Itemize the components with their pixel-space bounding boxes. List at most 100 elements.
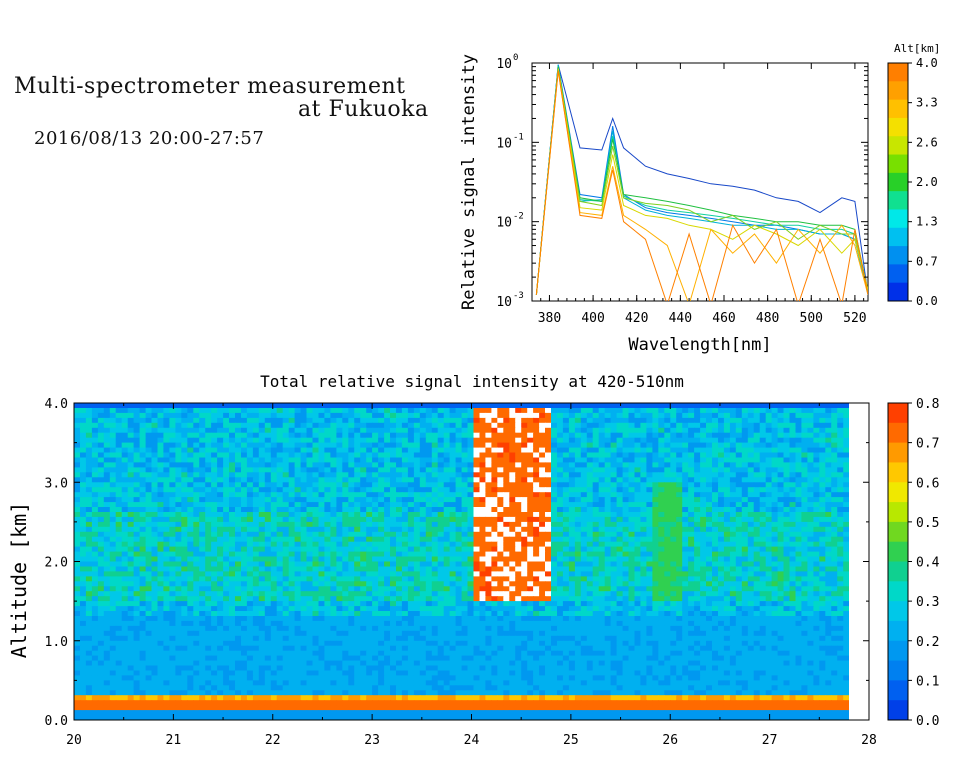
heatmap-cell: [503, 531, 510, 538]
heatmap-cell: [658, 546, 665, 553]
heatmap-cell: [515, 541, 522, 548]
heatmap-cell: [169, 507, 176, 513]
heatmap-cell: [360, 566, 367, 573]
heatmap-cell: [718, 482, 725, 488]
heatmap-cell: [491, 526, 498, 533]
heatmap-cell: [819, 541, 826, 548]
heatmap-cell: [568, 566, 576, 573]
heatmap-cell: [270, 403, 278, 409]
heatmap-cell: [300, 457, 308, 464]
heatmap-cell: [700, 482, 707, 488]
heatmap-cell: [694, 462, 701, 468]
heatmap-cell: [628, 447, 636, 454]
heatmap-cell: [342, 561, 349, 568]
heatmap-cell: [103, 521, 111, 528]
heatmap-cell: [449, 467, 457, 473]
heatmap-cell: [688, 432, 695, 439]
heatmap-cell: [324, 521, 331, 528]
heatmap-cell: [455, 566, 463, 573]
heatmap-cell: [193, 462, 200, 468]
heatmap-cell: [318, 497, 326, 503]
heatmap-cell: [586, 492, 594, 498]
heatmap-cell: [562, 457, 570, 464]
heatmap-cell: [515, 447, 522, 454]
heatmap-cell: [634, 422, 642, 429]
heatmap-cell: [229, 516, 236, 523]
heatmap-cell: [771, 457, 779, 464]
heatmap-cell: [312, 512, 320, 518]
heatmap-cell: [574, 492, 582, 498]
heatmap-cell: [521, 437, 528, 444]
heatmap-cell: [658, 512, 665, 518]
heatmap-cell: [640, 502, 647, 508]
heatmap-cell: [312, 408, 320, 414]
heatmap-cell: [401, 437, 409, 444]
heatmap-cell: [187, 581, 194, 587]
heatmap-cell: [700, 437, 707, 444]
heatmap-cell: [658, 477, 665, 483]
heatmap-cell: [461, 437, 469, 444]
heatmap-cell: [485, 526, 492, 533]
heatmap-cell: [562, 427, 570, 434]
altitude-colorbar-label: 1.3: [916, 215, 938, 229]
heatmap-cell: [366, 452, 373, 459]
heatmap-cell: [413, 512, 421, 518]
heatmap-cell: [431, 432, 439, 439]
heatmap-cell: [461, 546, 469, 553]
heatmap-cell: [324, 462, 331, 468]
heatmap-cell: [211, 512, 218, 518]
heatmap-cell: [193, 477, 200, 483]
heatmap-cell: [97, 566, 105, 573]
heatmap-cell: [294, 447, 302, 454]
altitude-colorbar-label: 2.0: [916, 175, 938, 189]
heatmap-cell: [682, 462, 689, 468]
heatmap-cell: [741, 502, 749, 508]
heatmap-cell: [413, 412, 421, 419]
heatmap-cell: [181, 482, 188, 488]
heatmap-cell: [139, 502, 147, 508]
heatmap-cell: [461, 442, 469, 449]
heatmap-cell: [282, 462, 290, 468]
heatmap-cell: [258, 546, 266, 553]
heatmap-cell: [109, 541, 117, 548]
heatmap-cell: [551, 487, 558, 493]
heatmap-cell: [288, 482, 296, 488]
heatmap-cell: [437, 516, 445, 523]
heatmap-cell: [366, 561, 373, 568]
heatmap-cell: [551, 556, 558, 563]
heatmap-cell: [306, 412, 314, 419]
heatmap-cell: [282, 561, 290, 568]
heatmap-cell: [634, 452, 642, 459]
heatmap-cell: [211, 576, 218, 582]
heatmap-cell: [276, 462, 284, 468]
heatmap-cell: [670, 581, 677, 587]
heatmap-cell: [396, 417, 403, 424]
heatmap-cell: [91, 576, 99, 582]
heatmap-cell: [139, 403, 147, 409]
heatmap-cell: [133, 581, 141, 587]
heatmap-cell: [747, 571, 755, 577]
heatmap-cell: [604, 417, 612, 424]
heatmap-cell: [151, 561, 159, 568]
heatmap-cell: [634, 507, 642, 513]
heatmap-cell: [276, 442, 284, 449]
heatmap-cell: [306, 477, 314, 483]
heatmap-cell: [127, 521, 135, 528]
heatmap-cell: [372, 546, 379, 553]
heatmap-cell: [735, 422, 743, 429]
heatmap-cell: [312, 497, 320, 503]
heatmap-cell: [288, 526, 296, 533]
heatmap-cell: [557, 512, 564, 518]
heatmap-cell: [217, 477, 224, 483]
heatmap-cell: [366, 507, 373, 513]
heatmap-cell: [318, 502, 326, 508]
heatmap-cell: [85, 403, 93, 409]
heatmap-cell: [145, 556, 153, 563]
heatmap-cell: [115, 437, 123, 444]
heatmap-cell: [765, 571, 773, 577]
heatmap-cell: [694, 541, 701, 548]
heatmap-cell: [461, 571, 469, 577]
heatmap-cell: [735, 492, 743, 498]
heatmap-cell: [193, 502, 200, 508]
heatmap-cell: [771, 561, 779, 568]
